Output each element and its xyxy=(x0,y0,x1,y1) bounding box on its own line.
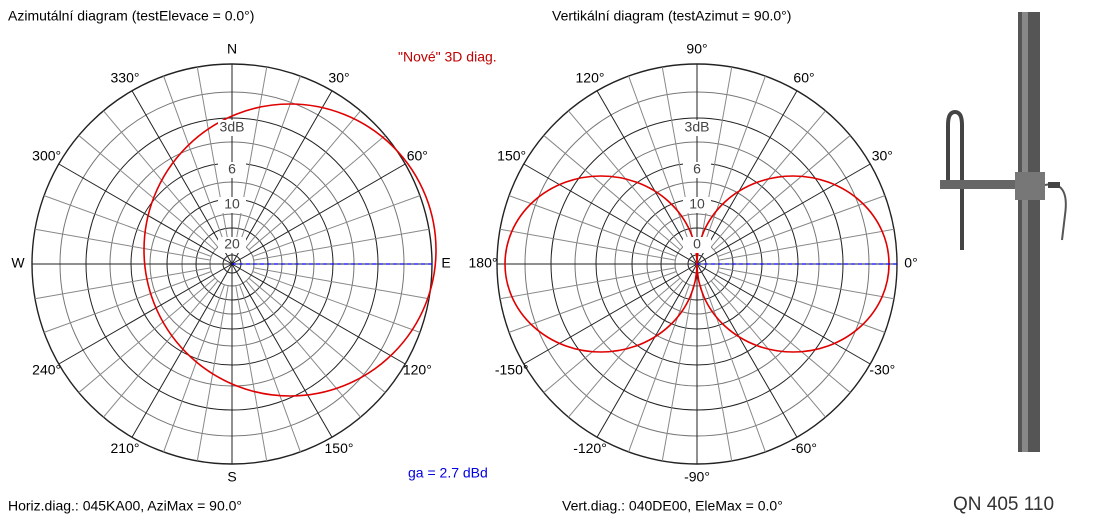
angle-label: 30° xyxy=(328,69,349,85)
angle-label: N xyxy=(227,41,237,57)
angle-label: 30° xyxy=(872,148,893,164)
angle-label: 300° xyxy=(32,148,61,164)
angle-label: -150° xyxy=(495,362,529,378)
angle-label: 0° xyxy=(904,255,917,271)
angle-label: 330° xyxy=(111,69,140,85)
antenna-caption: QN 405 110 xyxy=(953,494,1054,515)
right-title: Vertikální diagram (testAzimut = 90.0°) xyxy=(552,8,791,24)
angle-label: 120° xyxy=(576,69,605,85)
scale-label: 3dB xyxy=(220,119,245,135)
angle-label: 180° xyxy=(469,255,498,271)
left-footer: Horiz.diag.: 045KA00, AziMax = 90.0° xyxy=(8,498,242,514)
angle-label: 120° xyxy=(403,362,432,378)
angle-label: 60° xyxy=(793,69,814,85)
scale-label: 10 xyxy=(689,196,705,212)
gain: ga = 2.7 dBd xyxy=(408,465,488,481)
angle-label: S xyxy=(227,469,236,485)
angle-label: 240° xyxy=(32,362,61,378)
scale-label: 6 xyxy=(228,161,236,177)
scale-label: 10 xyxy=(224,196,240,212)
left-title: Azimutální diagram (testElevace = 0.0°) xyxy=(8,8,254,24)
angle-label: -120° xyxy=(573,440,607,456)
angle-label: 150° xyxy=(497,148,526,164)
scale-label: 20 xyxy=(224,236,240,252)
right-footer: Vert.diag.: 040DE00, EleMax = 0.0° xyxy=(562,498,783,514)
angle-label: E xyxy=(441,255,450,271)
scale-label: 6 xyxy=(693,161,701,177)
angle-label: 60° xyxy=(407,148,428,164)
app-window: Azimutální diagram (testElevace = 0.0°) … xyxy=(0,0,1101,531)
angle-label: W xyxy=(11,255,25,271)
angle-label: 150° xyxy=(325,440,354,456)
scale-label: 0 xyxy=(693,236,701,252)
note: "Nové" 3D diag. xyxy=(398,49,497,65)
angle-label: 90° xyxy=(686,41,707,57)
angle-label: -90° xyxy=(684,469,710,485)
angle-label: 210° xyxy=(111,440,140,456)
scale-label: 3dB xyxy=(685,119,710,135)
angle-label: -30° xyxy=(869,362,895,378)
angle-label: -60° xyxy=(791,440,817,456)
